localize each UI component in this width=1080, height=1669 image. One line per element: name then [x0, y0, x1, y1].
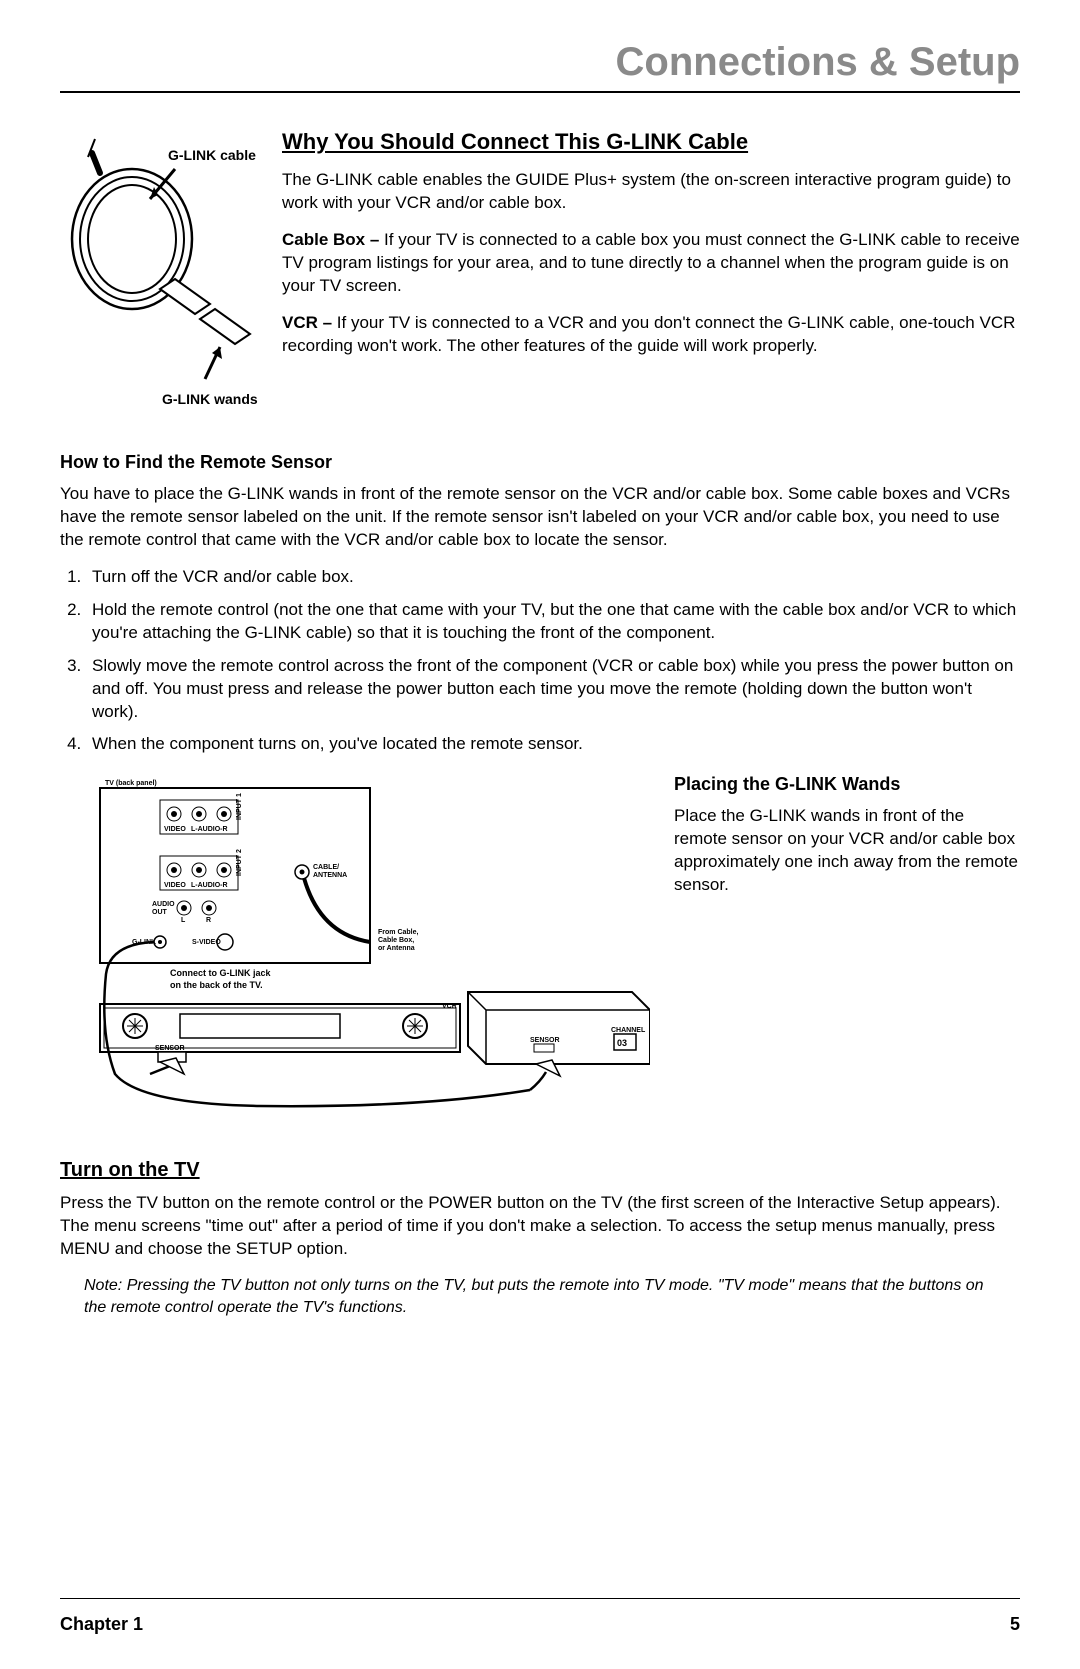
why-cablebox: Cable Box – If your TV is connected to a…: [282, 229, 1020, 298]
why-intro: The G-LINK cable enables the GUIDE Plus+…: [282, 169, 1020, 215]
dlabel-cableant1: CABLE/: [313, 864, 339, 871]
dlabel-svideo: S-VIDEO: [192, 939, 221, 946]
find-heading: How to Find the Remote Sensor: [60, 452, 1020, 473]
step-1: Turn off the VCR and/or cable box.: [86, 566, 1020, 589]
why-vcr: VCR – If your TV is connected to a VCR a…: [282, 312, 1020, 358]
dlabel-laudior2: L-AUDIO-R: [191, 882, 228, 889]
placing-heading: Placing the G-LINK Wands: [674, 774, 1020, 795]
dlabel-video1: VIDEO: [164, 826, 186, 833]
turn-on-note: Note: Pressing the TV button not only tu…: [84, 1275, 996, 1318]
dlabel-fromcable3: or Antenna: [378, 945, 415, 952]
placing-wands-text: Placing the G-LINK Wands Place the G-LIN…: [674, 774, 1020, 1119]
dlabel-connect2: on the back of the TV.: [170, 980, 263, 990]
dlabel-cableant2: ANTENNA: [313, 872, 347, 879]
find-steps-list: Turn off the VCR and/or cable box. Hold …: [60, 566, 1020, 757]
dlabel-input2: INPUT 2: [236, 849, 243, 876]
placing-body: Place the G-LINK wands in front of the r…: [674, 805, 1020, 897]
section-turn-on: Turn on the TV Press the TV button on th…: [60, 1159, 1020, 1318]
dlabel-sensor-box: SENSOR: [530, 1037, 560, 1044]
dlabel-l: L: [181, 917, 186, 924]
footer-page: 5: [1010, 1614, 1020, 1635]
dlabel-input1: INPUT 1: [236, 793, 243, 820]
dlabel-fromcable2: Cable Box,: [378, 937, 414, 944]
page-title: Connections & Setup: [60, 40, 1020, 85]
dlabel-channel-val: 03: [617, 1038, 627, 1048]
connection-diagram-svg: TV (back panel) VIDEO L-AUDIO-R INPUT 1 …: [60, 774, 650, 1114]
dlabel-sensor-vcr: SENSOR: [155, 1045, 185, 1052]
section-placing: TV (back panel) VIDEO L-AUDIO-R INPUT 1 …: [60, 774, 1020, 1119]
glink-cable-svg: [60, 129, 260, 419]
glink-cable-label: G-LINK cable: [168, 147, 256, 163]
step-2: Hold the remote control (not the one tha…: [86, 599, 1020, 645]
section-why-connect: G-LINK cable G-LINK wands Why You Should…: [60, 129, 1020, 424]
vcr-lead: VCR –: [282, 313, 337, 332]
footer-rule: [60, 1598, 1020, 1599]
cablebox-body: If your TV is connected to a cable box y…: [282, 230, 1020, 295]
section-find-sensor: How to Find the Remote Sensor You have t…: [60, 452, 1020, 756]
dlabel-channel: CHANNEL: [611, 1027, 646, 1034]
section-why-text: Why You Should Connect This G-LINK Cable…: [282, 129, 1020, 424]
dlabel-tv-back: TV (back panel): [105, 780, 157, 787]
dlabel-audioout2: OUT: [152, 909, 168, 916]
step-4: When the component turns on, you've loca…: [86, 733, 1020, 756]
footer-chapter: Chapter 1: [60, 1614, 143, 1635]
step-3: Slowly move the remote control across th…: [86, 655, 1020, 724]
dlabel-laudior1: L-AUDIO-R: [191, 826, 228, 833]
dlabel-video2: VIDEO: [164, 882, 186, 889]
dlabel-audioout1: AUDIO: [152, 901, 175, 908]
dlabel-connect1: Connect to G-LINK jack: [170, 968, 272, 978]
turn-on-heading: Turn on the TV: [60, 1159, 1020, 1182]
vcr-body: If your TV is connected to a VCR and you…: [282, 313, 1015, 355]
page-footer: Chapter 1 5: [60, 1614, 1020, 1635]
cablebox-lead: Cable Box –: [282, 230, 384, 249]
glink-wands-label: G-LINK wands: [162, 391, 258, 407]
glink-cable-illustration: G-LINK cable G-LINK wands: [60, 129, 260, 424]
dlabel-fromcable1: From Cable,: [378, 929, 419, 936]
why-heading: Why You Should Connect This G-LINK Cable: [282, 129, 1020, 155]
dlabel-vcr: VCR: [442, 1003, 457, 1010]
turn-on-body: Press the TV button on the remote contro…: [60, 1192, 1020, 1261]
page-header: Connections & Setup: [60, 40, 1020, 93]
connection-diagram: TV (back panel) VIDEO L-AUDIO-R INPUT 1 …: [60, 774, 650, 1119]
dlabel-r: R: [206, 917, 211, 924]
find-intro: You have to place the G-LINK wands in fr…: [60, 483, 1020, 552]
